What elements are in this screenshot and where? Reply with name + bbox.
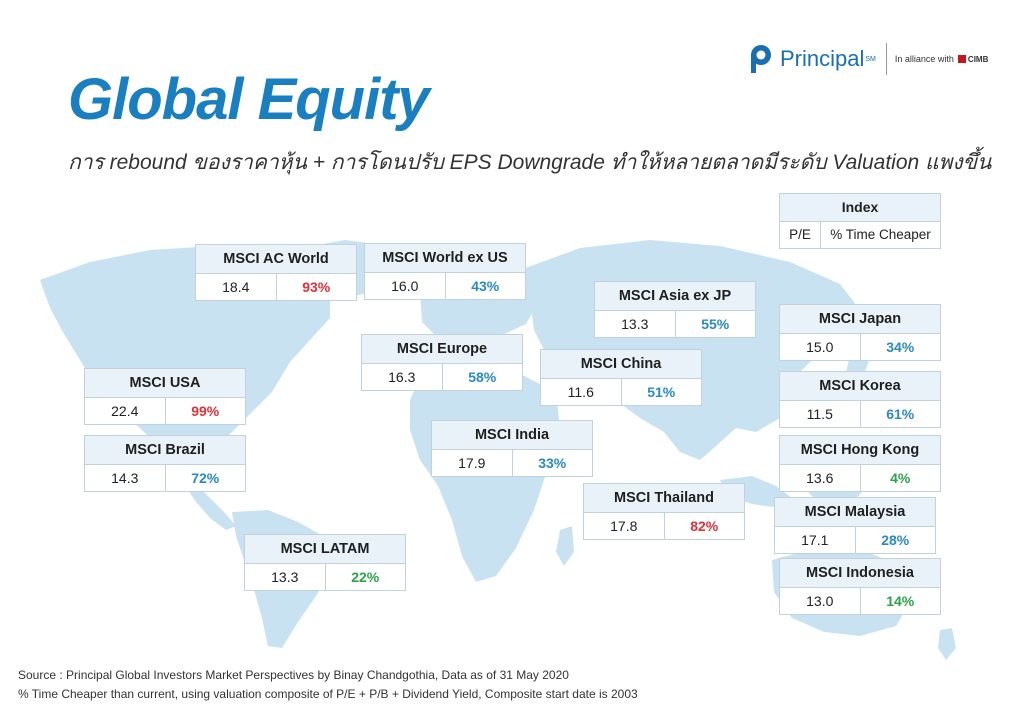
pe-value: 15.0 (780, 334, 861, 360)
card-msci-japan: MSCI Japan 15.0 34% (779, 304, 941, 361)
pe-value: 13.3 (245, 564, 326, 590)
legend-box: Index P/E % Time Cheaper (779, 193, 941, 249)
principal-logo-tm: SM (865, 55, 876, 63)
card-title: MSCI Korea (780, 372, 940, 401)
time-cheaper-value: 99% (191, 403, 220, 419)
time-cheaper-value: 93% (302, 279, 331, 295)
card-title: MSCI Thailand (584, 484, 744, 513)
time-cheaper-value: 34% (886, 339, 915, 355)
pe-value: 11.6 (541, 379, 622, 405)
card-msci-brazil: MSCI Brazil 14.3 72% (84, 435, 246, 492)
card-msci-hong-kong: MSCI Hong Kong 13.6 4% (779, 435, 941, 492)
time-cheaper-value: 22% (351, 569, 380, 585)
pe-value: 13.0 (780, 588, 861, 614)
card-msci-asia-ex-jp: MSCI Asia ex JP 13.3 55% (594, 281, 756, 338)
pe-value: 13.3 (595, 311, 676, 337)
legend-title: Index (780, 194, 940, 222)
pe-value: 22.4 (85, 398, 166, 424)
time-cheaper-value: 43% (471, 278, 500, 294)
page-title: Global Equity (68, 67, 430, 132)
card-title: MSCI India (432, 421, 592, 450)
pe-value: 17.8 (584, 513, 665, 539)
card-title: MSCI China (541, 350, 701, 379)
logo-divider (885, 43, 887, 75)
alliance-text: In alliance with (894, 54, 954, 64)
time-cheaper-value: 82% (690, 518, 719, 534)
card-title: MSCI Asia ex JP (595, 282, 755, 311)
principal-logo-icon (750, 44, 772, 74)
card-msci-indonesia: MSCI Indonesia 13.0 14% (779, 558, 941, 615)
card-msci-india: MSCI India 17.9 33% (431, 420, 593, 477)
principal-logo-name: Principal (780, 46, 865, 71)
legend-pe-label: P/E (780, 222, 821, 248)
time-cheaper-value: 61% (886, 406, 915, 422)
card-title: MSCI Brazil (85, 436, 245, 465)
card-title: MSCI AC World (196, 245, 356, 274)
time-cheaper-value: 51% (647, 384, 676, 400)
card-msci-usa: MSCI USA 22.4 99% (84, 368, 246, 425)
pe-value: 16.3 (362, 364, 443, 390)
methodology-note: % Time Cheaper than current, using valua… (18, 687, 638, 701)
pe-value: 11.5 (780, 401, 861, 427)
pe-value: 14.3 (85, 465, 166, 491)
time-cheaper-value: 72% (191, 470, 220, 486)
cimb-logo-text: CIMB (967, 54, 989, 64)
card-msci-ac-world: MSCI AC World 18.4 93% (195, 244, 357, 301)
source-note: Source : Principal Global Investors Mark… (18, 668, 569, 682)
card-title: MSCI Indonesia (780, 559, 940, 588)
time-cheaper-value: 33% (538, 455, 567, 471)
pe-value: 17.9 (432, 450, 513, 476)
card-title: MSCI LATAM (245, 535, 405, 564)
principal-logo: Principal SM In alliance with CIMB (750, 38, 988, 80)
card-msci-korea: MSCI Korea 11.5 61% (779, 371, 941, 428)
pe-value: 18.4 (196, 274, 277, 300)
card-title: MSCI Japan (780, 305, 940, 334)
pe-value: 17.1 (775, 527, 856, 553)
pe-value: 13.6 (780, 465, 861, 491)
card-title: MSCI Europe (362, 335, 522, 364)
card-title: MSCI Hong Kong (780, 436, 940, 465)
cimb-logo-icon (957, 55, 966, 63)
card-msci-malaysia: MSCI Malaysia 17.1 28% (774, 497, 936, 554)
card-msci-europe: MSCI Europe 16.3 58% (361, 334, 523, 391)
time-cheaper-value: 14% (886, 593, 915, 609)
card-msci-china: MSCI China 11.6 51% (540, 349, 702, 406)
time-cheaper-value: 58% (468, 369, 497, 385)
card-msci-thailand: MSCI Thailand 17.8 82% (583, 483, 745, 540)
card-msci-world-ex-us: MSCI World ex US 16.0 43% (364, 243, 526, 300)
card-title: MSCI World ex US (365, 244, 525, 273)
card-msci-latam: MSCI LATAM 13.3 22% (244, 534, 406, 591)
card-title: MSCI USA (85, 369, 245, 398)
legend-time-cheaper-label: % Time Cheaper (830, 227, 931, 242)
time-cheaper-value: 55% (701, 316, 730, 332)
page-subtitle: การ rebound ของราคาหุ้น + การโดนปรับ EPS… (68, 151, 992, 174)
time-cheaper-value: 28% (881, 532, 910, 548)
time-cheaper-value: 4% (890, 470, 911, 486)
pe-value: 16.0 (365, 273, 446, 299)
card-title: MSCI Malaysia (775, 498, 935, 527)
